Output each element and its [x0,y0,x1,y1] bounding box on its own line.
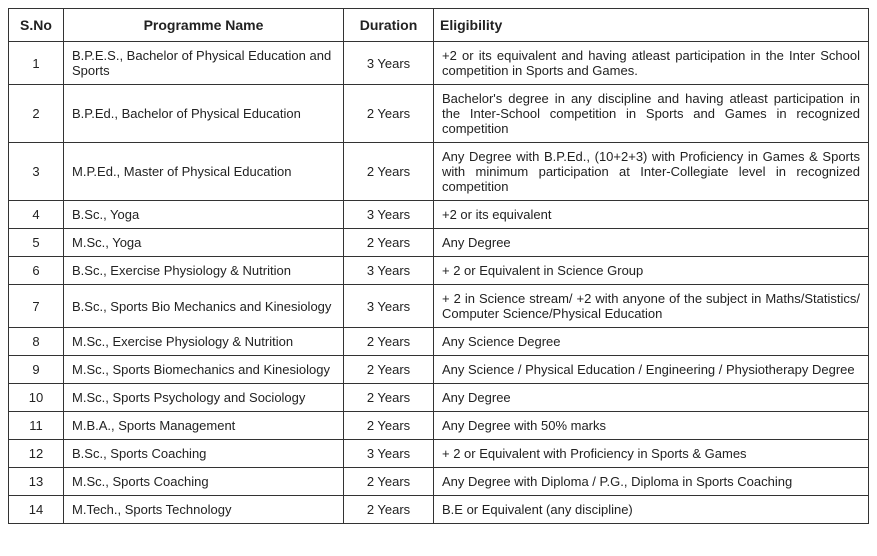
cell-eligibility: Any Degree [434,384,869,412]
cell-duration: 3 Years [344,201,434,229]
cell-duration: 2 Years [344,143,434,201]
table-row: 12B.Sc., Sports Coaching3 Years+ 2 or Eq… [9,440,869,468]
cell-duration: 2 Years [344,356,434,384]
cell-programme: M.Sc., Sports Psychology and Sociology [64,384,344,412]
table-row: 11M.B.A., Sports Management2 YearsAny De… [9,412,869,440]
cell-duration: 2 Years [344,384,434,412]
cell-eligibility: Any Degree with Diploma / P.G., Diploma … [434,468,869,496]
header-row: S.No Programme Name Duration Eligibility [9,9,869,42]
cell-programme: M.B.A., Sports Management [64,412,344,440]
cell-sno: 2 [9,85,64,143]
cell-duration: 3 Years [344,257,434,285]
cell-eligibility: Any Science Degree [434,328,869,356]
header-eligibility: Eligibility [434,9,869,42]
table-row: 8M.Sc., Exercise Physiology & Nutrition2… [9,328,869,356]
cell-programme: M.Sc., Exercise Physiology & Nutrition [64,328,344,356]
table-row: 2B.P.Ed., Bachelor of Physical Education… [9,85,869,143]
cell-sno: 13 [9,468,64,496]
cell-sno: 11 [9,412,64,440]
table-row: 14M.Tech., Sports Technology2 YearsB.E o… [9,496,869,524]
cell-duration: 3 Years [344,42,434,85]
cell-eligibility: +2 or its equivalent [434,201,869,229]
cell-programme: B.Sc., Sports Bio Mechanics and Kinesiol… [64,285,344,328]
cell-programme: B.Sc., Sports Coaching [64,440,344,468]
cell-duration: 2 Years [344,468,434,496]
cell-sno: 1 [9,42,64,85]
cell-eligibility: + 2 or Equivalent with Proficiency in Sp… [434,440,869,468]
header-sno: S.No [9,9,64,42]
cell-programme: M.P.Ed., Master of Physical Education [64,143,344,201]
cell-duration: 2 Years [344,229,434,257]
table-row: 3M.P.Ed., Master of Physical Education2 … [9,143,869,201]
cell-duration: 2 Years [344,412,434,440]
cell-eligibility: +2 or its equivalent and having atleast … [434,42,869,85]
cell-programme: M.Sc., Sports Coaching [64,468,344,496]
cell-duration: 3 Years [344,285,434,328]
cell-sno: 12 [9,440,64,468]
cell-programme: M.Sc., Yoga [64,229,344,257]
table-row: 10M.Sc., Sports Psychology and Sociology… [9,384,869,412]
table-row: 4B.Sc., Yoga3 Years+2 or its equivalent [9,201,869,229]
cell-sno: 10 [9,384,64,412]
cell-duration: 3 Years [344,440,434,468]
cell-eligibility: B.E or Equivalent (any discipline) [434,496,869,524]
cell-sno: 4 [9,201,64,229]
table-row: 6B.Sc., Exercise Physiology & Nutrition3… [9,257,869,285]
cell-eligibility: + 2 in Science stream/ +2 with anyone of… [434,285,869,328]
cell-programme: B.P.Ed., Bachelor of Physical Education [64,85,344,143]
cell-sno: 6 [9,257,64,285]
cell-eligibility: Any Degree with 50% marks [434,412,869,440]
cell-eligibility: Any Degree [434,229,869,257]
table-row: 5M.Sc., Yoga2 YearsAny Degree [9,229,869,257]
cell-duration: 2 Years [344,496,434,524]
cell-eligibility: Bachelor's degree in any discipline and … [434,85,869,143]
cell-sno: 3 [9,143,64,201]
cell-sno: 5 [9,229,64,257]
cell-sno: 9 [9,356,64,384]
table-row: 9M.Sc., Sports Biomechanics and Kinesiol… [9,356,869,384]
header-programme: Programme Name [64,9,344,42]
table-header: S.No Programme Name Duration Eligibility [9,9,869,42]
cell-programme: B.P.E.S., Bachelor of Physical Education… [64,42,344,85]
cell-eligibility: Any Science / Physical Education / Engin… [434,356,869,384]
cell-eligibility: Any Degree with B.P.Ed., (10+2+3) with P… [434,143,869,201]
cell-sno: 7 [9,285,64,328]
cell-eligibility: + 2 or Equivalent in Science Group [434,257,869,285]
programmes-table: S.No Programme Name Duration Eligibility… [8,8,869,524]
cell-programme: M.Tech., Sports Technology [64,496,344,524]
table-row: 1B.P.E.S., Bachelor of Physical Educatio… [9,42,869,85]
cell-programme: B.Sc., Exercise Physiology & Nutrition [64,257,344,285]
table-row: 13M.Sc., Sports Coaching2 YearsAny Degre… [9,468,869,496]
cell-duration: 2 Years [344,328,434,356]
cell-duration: 2 Years [344,85,434,143]
cell-programme: M.Sc., Sports Biomechanics and Kinesiolo… [64,356,344,384]
table-body: 1B.P.E.S., Bachelor of Physical Educatio… [9,42,869,524]
table-row: 7B.Sc., Sports Bio Mechanics and Kinesio… [9,285,869,328]
header-duration: Duration [344,9,434,42]
cell-sno: 14 [9,496,64,524]
cell-programme: B.Sc., Yoga [64,201,344,229]
cell-sno: 8 [9,328,64,356]
